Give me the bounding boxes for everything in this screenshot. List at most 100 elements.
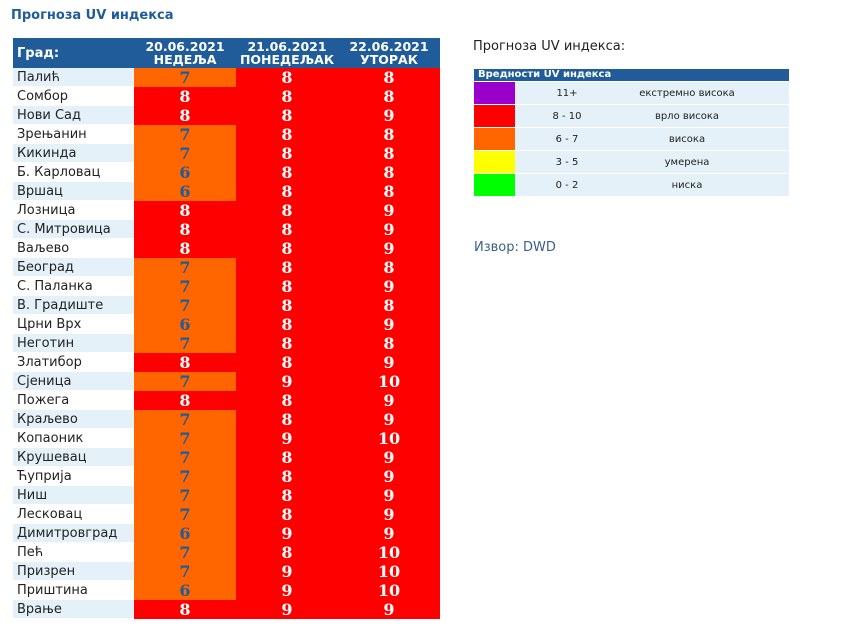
city-name: Крушевац: [13, 448, 134, 467]
uv-value: 6: [134, 163, 236, 182]
legend-header: Вредности UV индекса: [474, 69, 789, 81]
uv-value: 9: [338, 106, 440, 125]
table-row: Приштина 6 9 10: [13, 581, 440, 600]
page-title: Прогноза UV индекса: [11, 8, 174, 23]
uv-value: 10: [338, 429, 440, 448]
day-weekday: УТОРАК: [360, 52, 418, 67]
city-name: Врање: [13, 600, 134, 619]
legend-label: ниска: [671, 179, 703, 191]
table-row: С. Митровица 8 8 9: [13, 220, 440, 239]
table-row: Неготин 7 8 8: [13, 334, 440, 353]
uv-value: 9: [338, 410, 440, 429]
uv-value: 8: [236, 410, 338, 429]
uv-value: 8: [236, 239, 338, 258]
city-name: В. Градиште: [13, 296, 134, 315]
city-name: Пећ: [13, 543, 134, 562]
uv-table-body: Палић 7 8 8 Сомбор 8 8 8 Нови Сад 8 8 9 Зрењанин 7 8 8 К…: [13, 68, 440, 619]
table-row: Вршац 6 8 8: [13, 182, 440, 201]
uv-value: 8: [236, 144, 338, 163]
uv-value: 7: [134, 562, 236, 581]
table-row: С. Паланка 7 8 9: [13, 277, 440, 296]
uv-value: 10: [338, 543, 440, 562]
uv-value: 9: [338, 277, 440, 296]
city-name: Палић: [13, 68, 134, 87]
uv-value: 9: [236, 372, 338, 391]
table-row: Зрењанин 7 8 8: [13, 125, 440, 144]
uv-value: 9: [236, 562, 338, 581]
uv-value: 10: [338, 581, 440, 600]
city-name: Сјеница: [13, 372, 134, 391]
uv-value: 8: [134, 353, 236, 372]
uv-value: 8: [236, 353, 338, 372]
legend-title: Прогноза UV индекса:: [473, 39, 626, 54]
uv-value: 9: [338, 315, 440, 334]
uv-value: 7: [134, 125, 236, 144]
city-name: С. Митровица: [13, 220, 134, 239]
city-name: Црни Врх: [13, 315, 134, 334]
uv-value: 8: [236, 163, 338, 182]
source-note: Извор: DWD: [474, 240, 556, 255]
uv-value: 7: [134, 410, 236, 429]
uv-value: 7: [134, 372, 236, 391]
uv-value: 8: [134, 600, 236, 619]
table-row: В. Градиште 7 8 8: [13, 296, 440, 315]
city-name: Зрењанин: [13, 125, 134, 144]
uv-value: 9: [338, 220, 440, 239]
uv-value: 9: [338, 353, 440, 372]
uv-value: 8: [134, 220, 236, 239]
day-weekday: ПОНЕДЕЉАК: [239, 52, 335, 67]
city-name: Лесковац: [13, 505, 134, 524]
city-name: С. Паланка: [13, 277, 134, 296]
day-column-header: 21.06.2021 ПОНЕДЕЉАК: [236, 38, 338, 68]
table-row: Палић 7 8 8: [13, 68, 440, 87]
city-name: Кикинда: [13, 144, 134, 163]
uv-value: 7: [134, 448, 236, 467]
uv-value: 8: [236, 543, 338, 562]
legend-row: 6 - 7 висока: [474, 128, 789, 150]
day-date: 21.06.2021: [247, 39, 327, 54]
uv-value: 8: [338, 125, 440, 144]
day-date: 20.06.2021: [145, 39, 225, 54]
city-column-header: Град:: [13, 38, 134, 68]
city-name: Б. Карловац: [13, 163, 134, 182]
city-name: Димитровград: [13, 524, 134, 543]
uv-value: 9: [338, 239, 440, 258]
uv-value: 8: [338, 296, 440, 315]
uv-value: 6: [134, 581, 236, 600]
uv-value: 8: [236, 68, 338, 87]
table-row: Лесковац 7 8 9: [13, 505, 440, 524]
uv-value: 9: [338, 467, 440, 486]
city-name: Вршац: [13, 182, 134, 201]
table-row: Пожега 8 8 9: [13, 391, 440, 410]
uv-value: 7: [134, 334, 236, 353]
table-row: Лозница 8 8 9: [13, 201, 440, 220]
day-date: 22.06.2021: [349, 39, 429, 54]
legend-range: 11+: [556, 87, 578, 99]
table-row: Крушевац 7 8 9: [13, 448, 440, 467]
uv-value: 8: [236, 467, 338, 486]
city-name: Нови Сад: [13, 106, 134, 125]
table-row: Копаоник 7 9 10: [13, 429, 440, 448]
uv-value: 9: [338, 201, 440, 220]
table-row: Пећ 7 8 10: [13, 543, 440, 562]
uv-value: 9: [236, 524, 338, 543]
uv-value: 7: [134, 543, 236, 562]
city-name: Ћуприја: [13, 467, 134, 486]
uv-value: 8: [236, 258, 338, 277]
legend-row: 8 - 10 врло висока: [474, 105, 789, 127]
table-row: Кикинда 7 8 8: [13, 144, 440, 163]
legend-swatch: [474, 151, 515, 173]
uv-value: 9: [338, 600, 440, 619]
table-row: Ниш 7 8 9: [13, 486, 440, 505]
legend-row: 0 - 2 ниска: [474, 174, 789, 196]
uv-value: 8: [338, 144, 440, 163]
table-row: Б. Карловац 6 8 8: [13, 163, 440, 182]
uv-value: 7: [134, 144, 236, 163]
uv-value: 8: [338, 258, 440, 277]
uv-value: 8: [236, 125, 338, 144]
uv-value: 8: [338, 163, 440, 182]
uv-value: 8: [236, 106, 338, 125]
uv-value: 10: [338, 562, 440, 581]
city-name: Ниш: [13, 486, 134, 505]
city-name: Приштина: [13, 581, 134, 600]
